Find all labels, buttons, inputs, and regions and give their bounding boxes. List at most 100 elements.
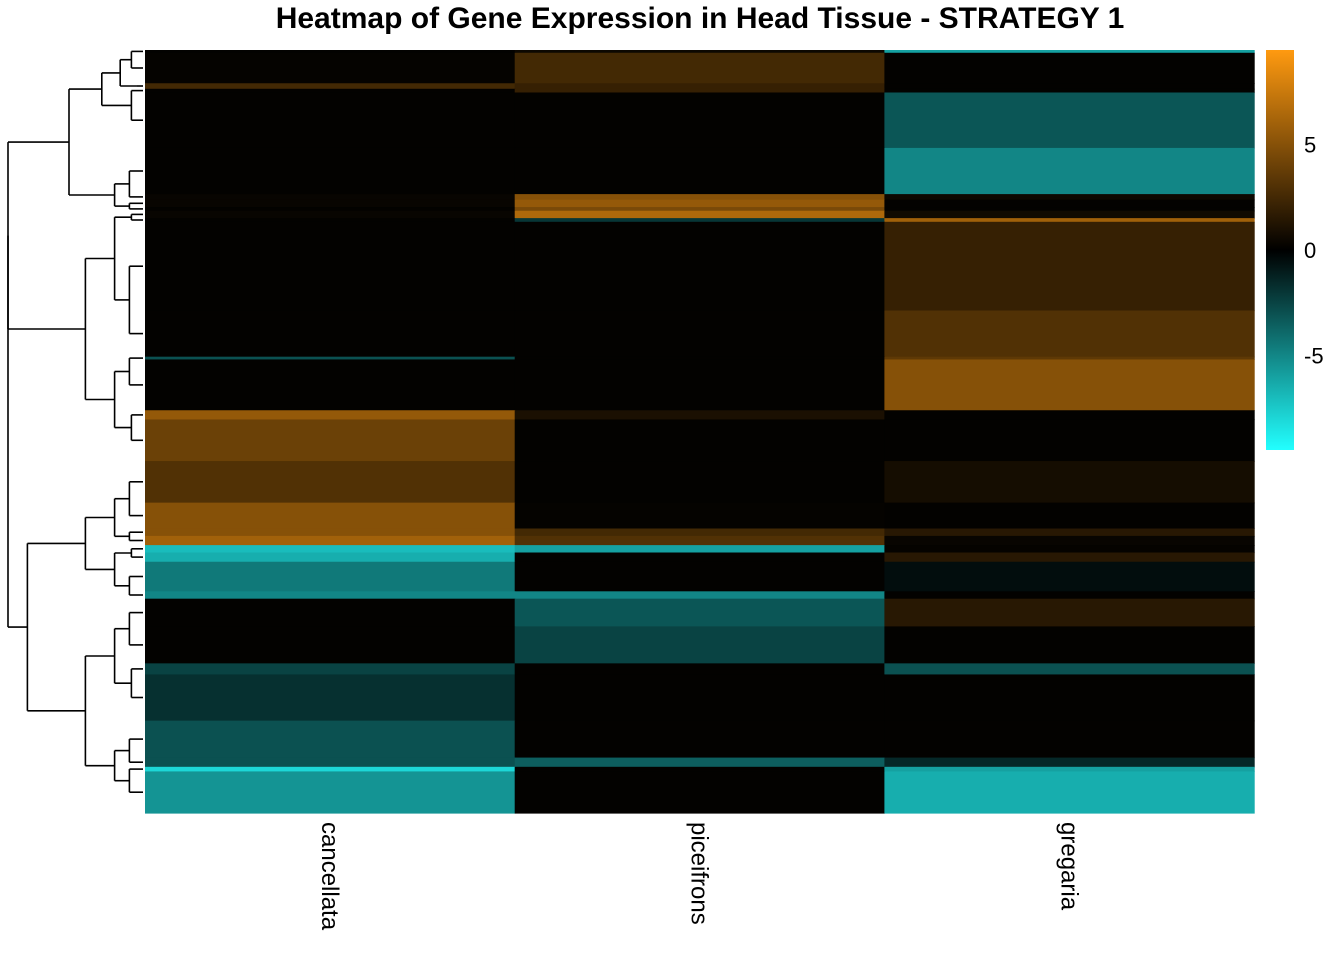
heatmap-cell (514, 359, 885, 411)
heatmap-cell (514, 50, 885, 54)
heatmap-cell (884, 83, 1255, 90)
heatmap-cell (145, 545, 516, 554)
heatmap-cell (514, 663, 885, 676)
heatmap-cell (145, 359, 516, 411)
heatmap-cell (145, 591, 516, 600)
heatmap-cell (145, 663, 516, 676)
heatmap-cell (514, 419, 885, 462)
heatmap-cell (514, 591, 885, 600)
heatmap-cell (514, 552, 885, 563)
heatmap-cell (514, 598, 885, 627)
heatmap-cell (145, 147, 516, 195)
chart-title: Heatmap of Gene Expression in Head Tissu… (275, 2, 1125, 35)
heatmap-cell (884, 528, 1255, 537)
heatmap-cell (884, 88, 1255, 94)
heatmap-cell (145, 83, 516, 90)
heatmap-cell (514, 218, 885, 223)
heatmap-cell (884, 757, 1255, 768)
heatmap-cell (884, 147, 1255, 195)
heatmap-cell (884, 591, 1255, 600)
heatmap-cell (884, 310, 1255, 358)
heatmap-cell (145, 207, 516, 212)
heatmap-cell (884, 359, 1255, 411)
heatmap-cell (145, 310, 516, 358)
heatmap-cell (514, 52, 885, 84)
row-dendrogram (7, 50, 143, 794)
heatmap-cell (514, 545, 885, 554)
heatmap-cell (514, 88, 885, 94)
heatmap-cell (514, 720, 885, 759)
heatmap-cell (884, 199, 1255, 208)
heatmap-cell (514, 147, 885, 195)
heatmap-cell (884, 766, 1255, 773)
heatmap-cell (145, 199, 516, 208)
heatmap-cell (884, 210, 1255, 219)
heatmap-cell (884, 356, 1255, 361)
legend-color-bar (1266, 50, 1294, 450)
heatmap-cell (145, 502, 516, 530)
heatmap-cell (514, 502, 885, 530)
heatmap-cell (884, 545, 1255, 554)
column-label: piceifrons (686, 822, 713, 925)
heatmap-cell (514, 207, 885, 212)
heatmap-cell (145, 626, 516, 664)
legend-tick-label: 5 (1304, 133, 1316, 158)
heatmap-cell (145, 757, 516, 768)
heatmap-cell (884, 92, 1255, 149)
heatmap-cell (514, 410, 885, 421)
heatmap-cell (884, 218, 1255, 223)
legend-tick-label: -5 (1304, 343, 1324, 368)
heatmap-cell (145, 356, 516, 361)
heatmap-cell (145, 461, 516, 504)
heatmap-cell (145, 194, 516, 201)
heatmap-cell (884, 461, 1255, 504)
heatmap-cell (884, 410, 1255, 421)
heatmap-cell (514, 461, 885, 504)
heatmap-cell (145, 535, 516, 546)
heatmap-cell (145, 598, 516, 627)
heatmap-cell (145, 210, 516, 219)
column-labels: cancellata piceifrons gregaria (316, 822, 1082, 931)
heatmap-cell (145, 88, 516, 94)
heatmap-cell (884, 674, 1255, 722)
heatmap-cell (145, 50, 516, 54)
heatmap-cell (884, 194, 1255, 201)
heatmap-cell (514, 221, 885, 312)
heatmap-cell (884, 720, 1255, 759)
heatmap-cell (514, 535, 885, 546)
heatmap-cell (145, 221, 516, 312)
heatmap-grid (145, 50, 1255, 814)
heatmap-cell (145, 218, 516, 223)
heatmap-cell (514, 356, 885, 361)
heatmap-cell (884, 552, 1255, 563)
legend-tick-label: 0 (1304, 238, 1316, 263)
heatmap-cell (884, 626, 1255, 664)
heatmap-cell (884, 52, 1255, 84)
heatmap-cell (514, 194, 885, 201)
heatmap-cell (145, 674, 516, 722)
heatmap-cell (145, 52, 516, 84)
heatmap-cell (514, 757, 885, 768)
heatmap-cell (514, 626, 885, 664)
heatmap-cell (514, 199, 885, 208)
heatmap-cell (145, 552, 516, 563)
column-label: gregaria (1055, 822, 1082, 911)
heatmap-cell (884, 663, 1255, 676)
heatmap-cell (145, 561, 516, 592)
heatmap-cell (514, 92, 885, 149)
heatmap-cell (145, 419, 516, 462)
heatmap-cell (145, 720, 516, 759)
heatmap-cell (514, 561, 885, 592)
heatmap-cell (884, 598, 1255, 627)
heatmap-cell (514, 766, 885, 773)
heatmap-cell (884, 207, 1255, 212)
heatmap-cell (514, 528, 885, 537)
heatmap-cell (145, 771, 516, 814)
heatmap-cell (884, 419, 1255, 462)
heatmap-cell (514, 83, 885, 90)
heatmap-cell (514, 210, 885, 219)
heatmap-cell (884, 535, 1255, 546)
heatmap-cell (884, 771, 1255, 814)
heatmap-cell (145, 528, 516, 537)
